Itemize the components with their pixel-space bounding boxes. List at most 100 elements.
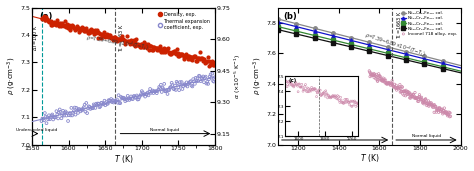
- Point: [184, 58, 191, 60]
- Inconel 718 alloy, exp.: [440, 109, 447, 112]
- Inconel 718 alloy, exp.: [437, 110, 444, 113]
- Point: [122, 39, 130, 42]
- Text: Normal liquid: Normal liquid: [412, 134, 441, 139]
- Point: [189, 56, 197, 59]
- Point: [107, 37, 115, 40]
- Point: [127, 95, 135, 98]
- Point: [90, 103, 98, 106]
- Inconel 718 alloy, exp.: [397, 87, 404, 90]
- Inconel 718 alloy, exp.: [445, 114, 452, 116]
- Inconel 718 alloy, exp.: [404, 90, 412, 93]
- Point: [105, 34, 113, 37]
- Point: [77, 29, 85, 32]
- Point: [188, 84, 195, 87]
- Ni₆₄Cr₁₆Fe₂₀, cal.: [458, 67, 464, 69]
- Inconel 718 alloy, exp.: [444, 114, 451, 117]
- Inconel 718 alloy, exp.: [368, 73, 375, 75]
- Point: [98, 34, 106, 36]
- Point: [169, 84, 176, 86]
- Point: [124, 94, 131, 97]
- Point: [123, 99, 131, 102]
- Inconel 718 alloy, exp.: [367, 74, 375, 77]
- Point: [46, 20, 53, 23]
- Inconel 718 alloy, exp.: [389, 82, 396, 85]
- Inconel 718 alloy, exp.: [367, 72, 374, 74]
- Point: [61, 20, 69, 23]
- Point: [117, 37, 125, 40]
- Inconel 718 alloy, exp.: [398, 90, 405, 93]
- Point: [139, 45, 146, 48]
- Inconel 718 alloy, exp.: [373, 75, 380, 78]
- Inconel 718 alloy, exp.: [382, 79, 389, 82]
- Point: [135, 42, 142, 45]
- Ni₆₄Cr₁₆Fe₂₀, cal.: [335, 36, 340, 38]
- Inconel 718 alloy, exp.: [391, 83, 398, 86]
- Point: [180, 85, 187, 88]
- Point: [103, 102, 111, 105]
- Point: [161, 90, 169, 93]
- Point: [184, 55, 192, 58]
- Point: [47, 19, 55, 22]
- Point: [91, 30, 98, 33]
- Point: [179, 54, 187, 57]
- Point: [142, 43, 150, 46]
- Point: [188, 58, 196, 61]
- Point: [173, 80, 181, 83]
- Point: [112, 37, 119, 39]
- Point: [186, 57, 193, 60]
- Point: [99, 33, 107, 35]
- Inconel 718 alloy, exp.: [413, 96, 421, 99]
- Inconel 718 alloy, exp.: [444, 113, 452, 116]
- Text: (a): (a): [39, 12, 53, 21]
- Point: [159, 51, 166, 53]
- Ni₆₀Cr₁₆Fe₂₄, cal.: [275, 29, 281, 31]
- Point: [206, 75, 214, 78]
- Point: [193, 57, 201, 60]
- Point: [127, 97, 134, 100]
- Point: [135, 44, 143, 46]
- Inconel 718 alloy, exp.: [443, 110, 450, 113]
- Point: [76, 28, 84, 31]
- Point: [135, 98, 142, 101]
- Point: [83, 30, 91, 33]
- Point: [211, 61, 219, 64]
- Point: [93, 29, 100, 31]
- Point: [54, 113, 61, 116]
- Point: [126, 43, 134, 45]
- Point: [154, 90, 161, 92]
- Point: [55, 25, 63, 27]
- Point: [200, 75, 207, 78]
- Point: [203, 60, 211, 63]
- Inconel 718 alloy, exp.: [417, 97, 425, 99]
- Inconel 718 alloy, exp.: [381, 80, 388, 83]
- Point: [89, 107, 97, 110]
- Point: [162, 48, 169, 50]
- Point: [210, 80, 217, 82]
- Point: [113, 98, 121, 101]
- Point: [107, 98, 115, 100]
- Point: [58, 22, 66, 25]
- Point: [50, 116, 58, 119]
- Point: [194, 80, 202, 82]
- Point: [209, 62, 216, 64]
- Point: [94, 37, 101, 40]
- Point: [125, 97, 132, 100]
- Point: [154, 47, 161, 50]
- Point: [206, 64, 214, 67]
- Inconel 718 alloy, exp.: [373, 78, 381, 81]
- Point: [152, 90, 160, 93]
- Inconel 718 alloy, exp.: [430, 111, 438, 114]
- Point: [52, 116, 59, 119]
- Point: [201, 61, 209, 64]
- Inconel 718 alloy, exp.: [429, 104, 437, 107]
- Inconel 718 alloy, exp.: [447, 112, 454, 114]
- Point: [178, 52, 185, 55]
- Inconel 718 alloy, exp.: [424, 102, 432, 104]
- Point: [104, 36, 112, 38]
- Point: [104, 102, 111, 105]
- Inconel 718 alloy, exp.: [400, 90, 407, 93]
- Line: Ni₆₆Cr₁₆Fe₁₈, cal.: Ni₆₆Cr₁₆Fe₁₈, cal.: [276, 17, 462, 67]
- Inconel 718 alloy, exp.: [408, 95, 416, 98]
- X-axis label: $T$ (K): $T$ (K): [114, 153, 133, 166]
- Inconel 718 alloy, exp.: [369, 74, 376, 76]
